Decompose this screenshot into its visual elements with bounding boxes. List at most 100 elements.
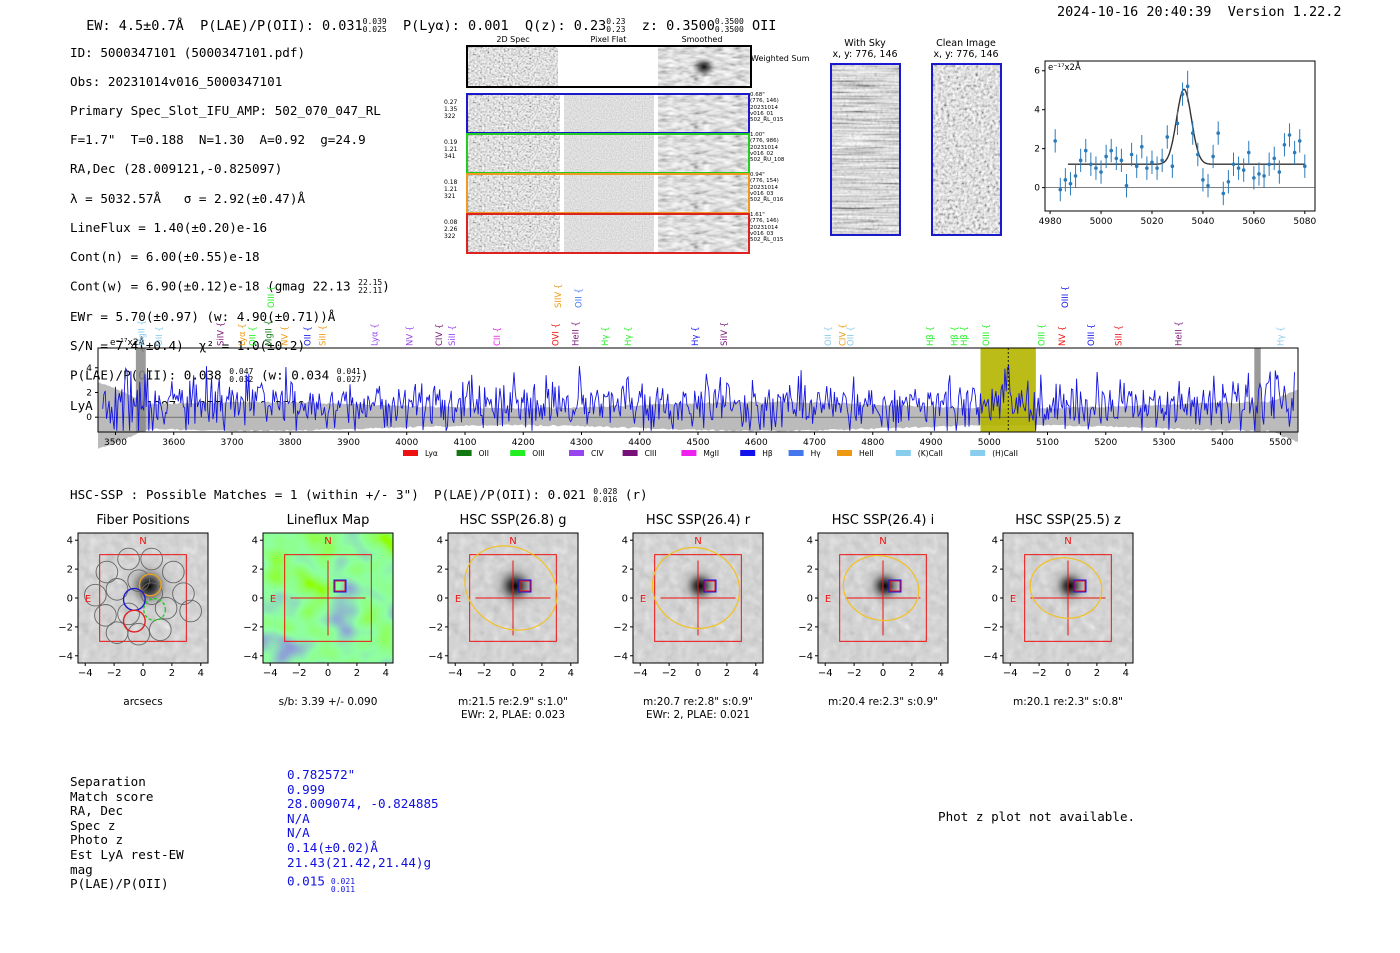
hsc-center-marker-blue bbox=[888, 579, 902, 593]
spectrum-legend-swatch bbox=[510, 450, 526, 456]
header-z-range: 0.3500 0.3500 bbox=[714, 17, 744, 34]
match-value-4: N/A bbox=[287, 825, 310, 841]
hsc-ytick-label: 0 bbox=[622, 594, 628, 605]
hsc-xtick-label: −4 bbox=[818, 668, 833, 679]
hsc-ytick-label: −4 bbox=[243, 651, 258, 662]
spectrum-excluded-region bbox=[1254, 348, 1261, 432]
zoom-data-point bbox=[1124, 183, 1129, 188]
hsc-aperture-ellipse bbox=[464, 545, 558, 631]
zoom-data-point bbox=[1257, 172, 1261, 176]
zoom-data-point bbox=[1129, 152, 1134, 157]
spectrum-xtick-label: 3800 bbox=[279, 438, 302, 448]
zoom-data-point bbox=[1089, 162, 1093, 167]
fiber-row-stats-0: 0.27 1.35 322 bbox=[444, 99, 458, 120]
hsc-ytick-label: 2 bbox=[67, 565, 73, 576]
fiber-circle bbox=[179, 599, 202, 623]
spectrum-line-label-text: HeII { bbox=[572, 321, 582, 346]
spectrum-line-label-text: Hβ { bbox=[960, 326, 970, 346]
sky-panel-title: With Sky x, y: 776, 146 bbox=[832, 38, 898, 60]
spectrum-line-label-text: OIII { bbox=[1038, 324, 1048, 346]
galaxy-blob bbox=[487, 558, 543, 614]
spectrum-legend-label: Hβ bbox=[762, 449, 773, 458]
zoom-data-point bbox=[1109, 148, 1114, 153]
fiber-circle bbox=[117, 547, 140, 571]
fiber-pixel-flat-1 bbox=[564, 135, 654, 172]
fiber-smoothed-2 bbox=[658, 175, 748, 212]
hsc-xtick-label: 0 bbox=[695, 668, 701, 679]
col-flat-label: Pixel Flat bbox=[590, 35, 627, 44]
sky-image bbox=[830, 63, 901, 236]
hsc-ytick-label: 2 bbox=[437, 565, 443, 576]
spectrum-line-label: Hγ { bbox=[601, 326, 611, 346]
hsc-center-marker-red bbox=[1074, 580, 1086, 592]
fiber-circle bbox=[84, 583, 107, 607]
spectrum-line-label: OIII { bbox=[1038, 324, 1048, 346]
match-label-7: P(LAE)/P(OII) bbox=[70, 876, 169, 892]
east-label: E bbox=[640, 594, 646, 605]
spectrum-line-label: OIII { bbox=[982, 324, 992, 346]
hsc-xtick-label: 2 bbox=[539, 668, 545, 679]
hsc-ytick-label: 0 bbox=[67, 594, 73, 605]
spectrum-line-label: OII { bbox=[248, 326, 258, 346]
match-values: 0.782572" 0.999 28.009074, -0.824885 N/A N/A… bbox=[287, 767, 439, 894]
hsc-xtick-label: 4 bbox=[568, 668, 574, 679]
hsc-panel-title-5: HSC SSP(25.5) z bbox=[1015, 513, 1121, 528]
spectrum-line-label: NV { bbox=[280, 326, 290, 346]
spectrum-xtick-label: 5300 bbox=[1153, 438, 1176, 448]
spectrum-xtick-label: 3700 bbox=[221, 438, 244, 448]
hsc-center-marker-red bbox=[889, 580, 901, 592]
spectrum-line-label: CII { bbox=[493, 327, 503, 346]
hsc-panel-xlabel-3: m:20.7 re:2.8" s:0.9" bbox=[643, 696, 753, 708]
hsc-search-box bbox=[469, 554, 557, 642]
fiber-circle bbox=[117, 602, 140, 626]
spectrum-line-label: OIII { bbox=[1087, 324, 1097, 346]
zoom-xtick-label: 5060 bbox=[1242, 217, 1265, 227]
match-label-6: mag bbox=[70, 861, 93, 877]
fiber-circle bbox=[127, 622, 150, 646]
hsc-center-marker-red bbox=[334, 580, 346, 592]
hsc-xtick-label: −2 bbox=[477, 668, 492, 679]
spectrum-legend-label: CIV bbox=[591, 449, 604, 458]
spectrum-xtick-label: 5400 bbox=[1211, 438, 1234, 448]
zoom-data-point bbox=[1160, 158, 1164, 163]
spectrum-line-label: SiII { bbox=[1115, 325, 1125, 346]
zoom-data-point bbox=[1175, 121, 1180, 126]
zoom-data-point bbox=[1180, 92, 1185, 96]
header-z: z: 0.3500 bbox=[641, 18, 715, 34]
zoom-data-point bbox=[1303, 164, 1307, 168]
fiber-pixel-flat-3 bbox=[564, 215, 654, 252]
spectrum-line-label: SiII { bbox=[448, 325, 458, 346]
fiber-circle bbox=[162, 560, 185, 584]
zoom-data-point bbox=[1063, 178, 1068, 182]
match-label-1: Match score bbox=[70, 788, 154, 804]
hsc-center-marker-blue bbox=[703, 579, 717, 593]
zoom-data-point bbox=[1114, 156, 1119, 161]
spectrum-legend-swatch bbox=[895, 450, 911, 456]
header-z-line: OII bbox=[751, 18, 777, 34]
hsc-xtick-label: −2 bbox=[662, 668, 677, 679]
spectrum-line-label: OII { bbox=[847, 326, 857, 346]
zoom-xtick-label: 5040 bbox=[1191, 217, 1214, 227]
hsc-ytick-label: −2 bbox=[243, 622, 258, 633]
hsc-ytick-label: −4 bbox=[428, 651, 443, 662]
spectrum-xtick-label: 5000 bbox=[978, 438, 1001, 448]
zoom-data-point bbox=[1292, 150, 1297, 155]
info-ewr: EWr = 5.70(±0.97) (w: 4.90(±0.71))Å bbox=[70, 308, 336, 324]
hsc-panel-4: N E −4 −4 −2 −2 0 0 2 2 4 4 bbox=[798, 532, 949, 679]
spectrum-ytick-label: 0 bbox=[86, 413, 92, 423]
galaxy-blob bbox=[119, 556, 179, 616]
zoom-data-point bbox=[1185, 84, 1190, 89]
spectrum-line-label-text: OIII { bbox=[1061, 286, 1071, 308]
info-obs: Obs: 20231014v016_5000347101 bbox=[70, 73, 283, 89]
hsc-ytick-label: −4 bbox=[983, 651, 998, 662]
spectrum-legend-label: OII bbox=[479, 449, 489, 458]
spectrum-legend-swatch bbox=[740, 450, 756, 456]
spectrum-line-label: OVI { bbox=[551, 323, 561, 346]
clean-panel-title: Clean Image x, y: 776, 146 bbox=[933, 38, 999, 60]
spectrum-ytick-label: 2 bbox=[86, 388, 92, 398]
spectrum-ylabel: e⁻¹⁷x2Å bbox=[110, 336, 146, 348]
spectrum-line-label: Hγ { bbox=[691, 326, 701, 346]
spectrum-xtick-label: 4300 bbox=[570, 438, 593, 448]
spectrum-line-label: SiIV { bbox=[720, 322, 730, 346]
spectrum-line-label-text: MgII { bbox=[265, 320, 275, 346]
